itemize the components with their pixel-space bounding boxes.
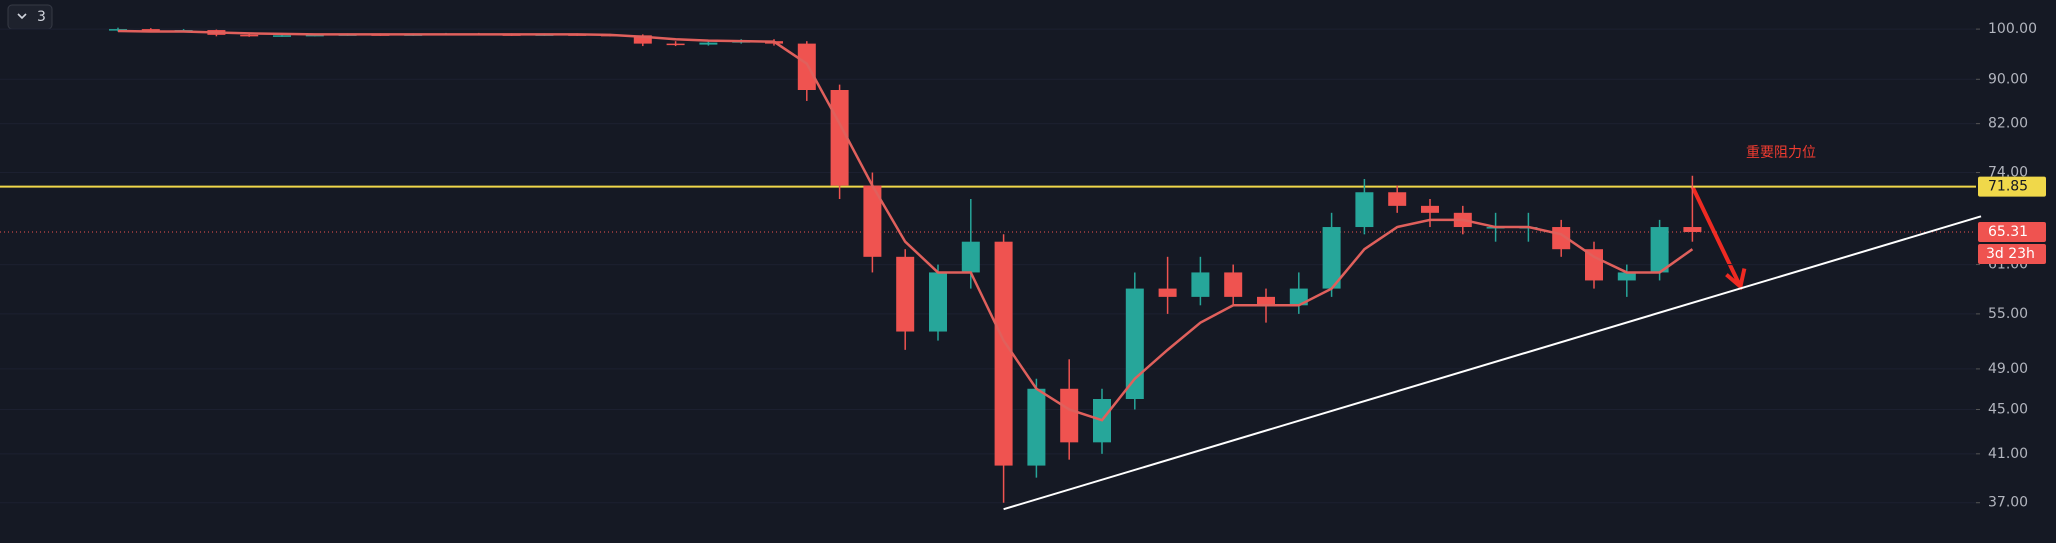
y-tick-label: 100.00	[1988, 21, 2037, 37]
candle-body	[1191, 272, 1210, 297]
candle-body	[1421, 205, 1439, 213]
moving-average	[117, 29, 1694, 422]
collapse-count[interactable]: 3	[37, 9, 46, 25]
candle-body	[240, 34, 259, 37]
candles	[109, 27, 1702, 503]
price-tag-label: 71.85	[1988, 179, 2028, 195]
y-tick-label: 74.00	[1988, 165, 2028, 181]
candle-body	[863, 185, 882, 257]
price-tag	[1978, 222, 2046, 243]
y-tick-label: 90.00	[1988, 71, 2028, 87]
y-tick-label: 82.00	[1988, 116, 2028, 132]
y-tick-label: 45.00	[1988, 401, 2028, 417]
arrow	[1690, 185, 1747, 291]
candle-body	[797, 43, 816, 90]
chevron-icon[interactable]	[17, 13, 27, 20]
candle-body	[666, 43, 685, 46]
y-tick-label: 37.00	[1988, 495, 2028, 511]
candle-body	[1388, 192, 1407, 206]
candle-body	[109, 29, 127, 31]
trend-line	[1003, 215, 1982, 511]
candle-body	[1355, 192, 1374, 228]
candle-body	[273, 35, 291, 37]
candle-body	[961, 241, 980, 273]
candle-body	[1060, 388, 1079, 443]
y-tick-label: 55.00	[1988, 306, 2028, 322]
candle-body	[1125, 288, 1144, 400]
y-tick-label: 41.00	[1988, 446, 2028, 462]
collapse-button[interactable]: 3	[7, 4, 53, 30]
y-tick-label: 49.00	[1988, 361, 2028, 377]
candle-body	[1683, 227, 1702, 233]
candle-body	[1322, 227, 1341, 289]
candle-body	[1224, 272, 1243, 297]
countdown-label: 3d 23h	[1986, 246, 2035, 262]
price-tag-label: 65.31	[1988, 224, 2028, 240]
candle-body	[1027, 388, 1046, 466]
price-tag	[1978, 176, 2046, 197]
candle-body	[699, 42, 718, 45]
candle-body	[1158, 288, 1177, 297]
candle-body	[1289, 288, 1308, 306]
candle-body	[994, 241, 1013, 466]
annotation: 重要阻力位	[1746, 145, 1816, 161]
candle-body	[1257, 296, 1275, 306]
candle-body	[896, 256, 915, 332]
candle-body	[1650, 227, 1669, 273]
countdown-tag	[1978, 244, 2046, 265]
candle-body	[633, 35, 652, 44]
candle-body	[929, 272, 947, 332]
candle-body	[1617, 272, 1636, 281]
candle-body	[1585, 249, 1603, 281]
price-axis	[1976, 0, 2056, 543]
